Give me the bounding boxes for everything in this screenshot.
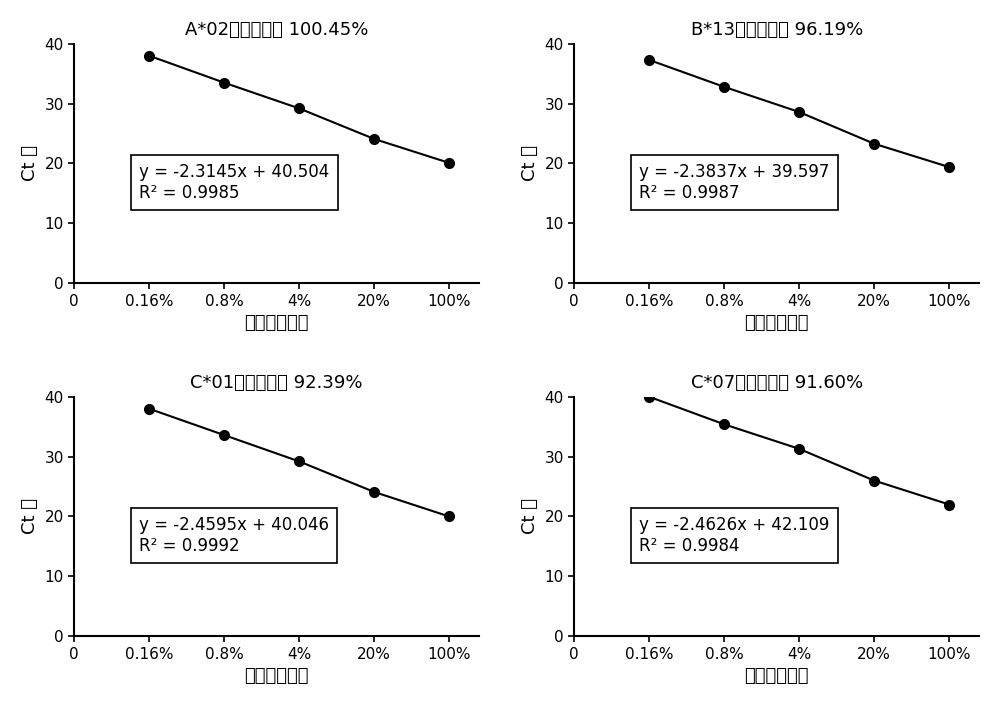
X-axis label: 阳性样本比例: 阳性样本比例	[744, 667, 809, 685]
Y-axis label: Ct 值: Ct 值	[21, 145, 39, 181]
Text: B*13扩增效率： 96.19%: B*13扩增效率： 96.19%	[691, 21, 863, 39]
X-axis label: 阳性样本比例: 阳性样本比例	[744, 314, 809, 332]
Text: y = -2.3837x + 39.597
R² = 0.9987: y = -2.3837x + 39.597 R² = 0.9987	[639, 163, 829, 202]
Text: y = -2.4626x + 42.109
R² = 0.9984: y = -2.4626x + 42.109 R² = 0.9984	[639, 516, 829, 555]
Text: A*02扩增效率： 100.45%: A*02扩增效率： 100.45%	[185, 21, 368, 39]
X-axis label: 阳性样本比例: 阳性样本比例	[244, 667, 309, 685]
Y-axis label: Ct 值: Ct 值	[21, 498, 39, 534]
X-axis label: 阳性样本比例: 阳性样本比例	[244, 314, 309, 332]
Text: C*07扩增效率： 91.60%: C*07扩增效率： 91.60%	[691, 374, 863, 392]
Y-axis label: Ct 值: Ct 值	[521, 498, 539, 534]
Text: y = -2.3145x + 40.504
R² = 0.9985: y = -2.3145x + 40.504 R² = 0.9985	[139, 163, 329, 202]
Y-axis label: Ct 值: Ct 值	[521, 145, 539, 181]
Text: y = -2.4595x + 40.046
R² = 0.9992: y = -2.4595x + 40.046 R² = 0.9992	[139, 516, 329, 555]
Text: C*01扩增效率： 92.39%: C*01扩增效率： 92.39%	[190, 374, 363, 392]
